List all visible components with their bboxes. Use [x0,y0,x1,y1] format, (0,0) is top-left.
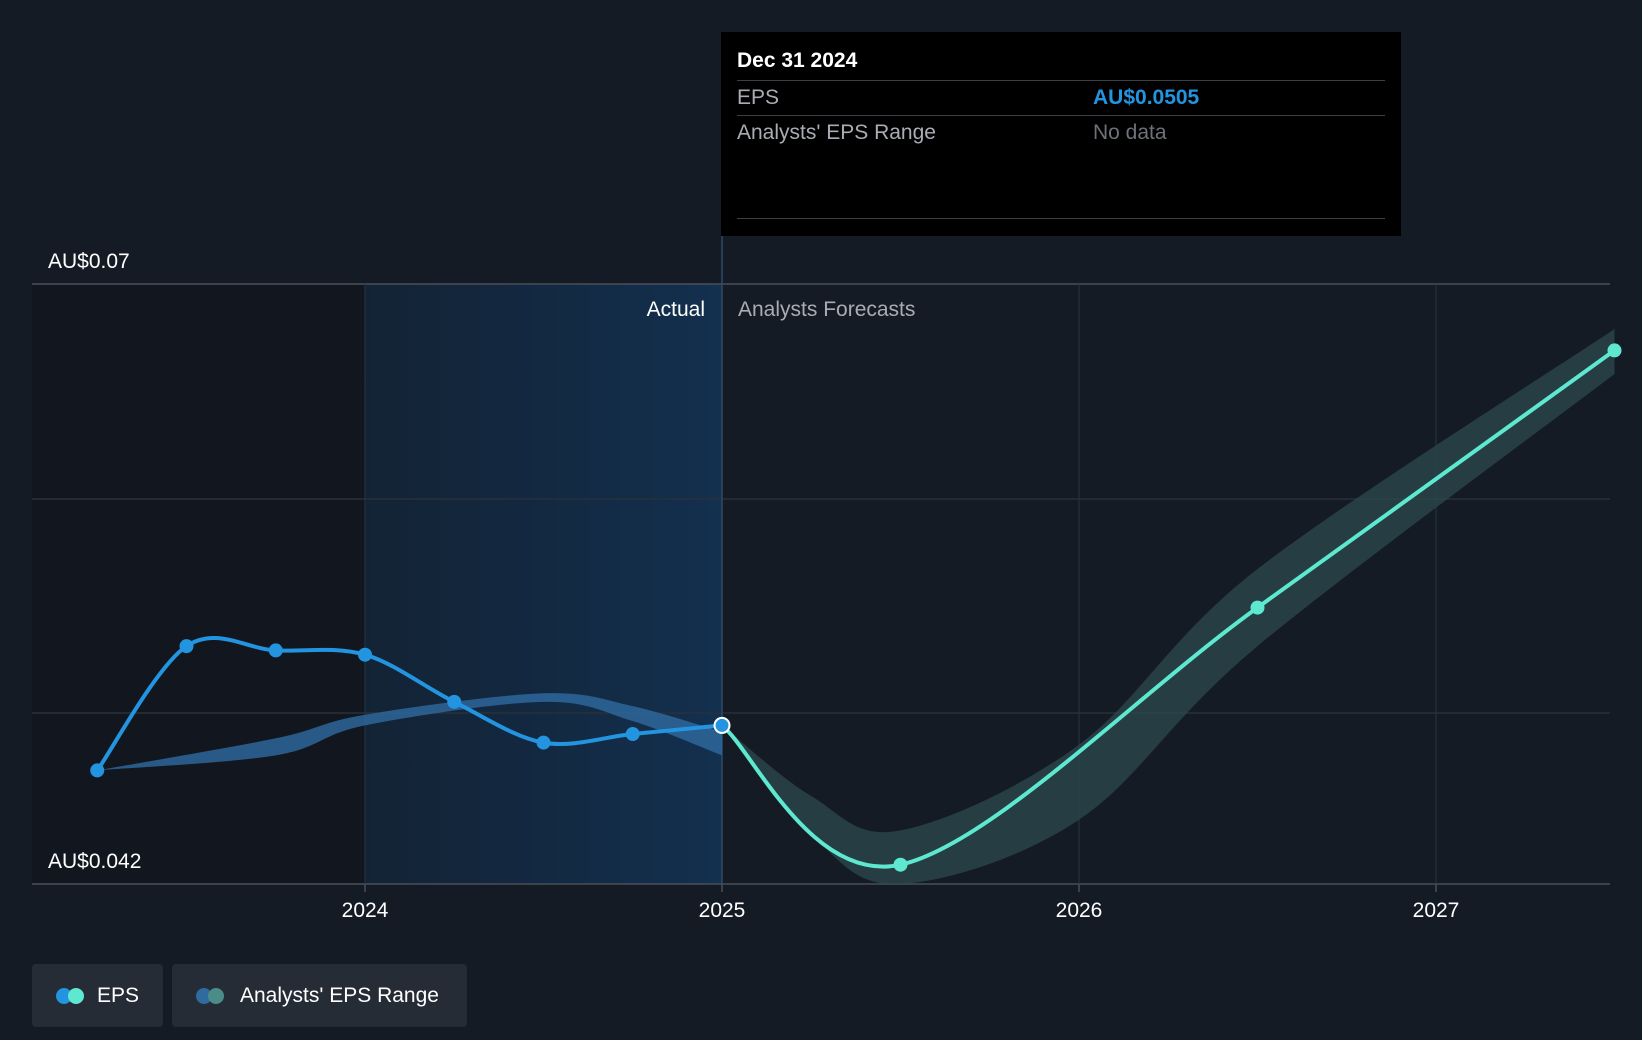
eps-highlight-point [713,716,731,734]
eps-actual-point [268,643,283,658]
legend-eps-label: EPS [96,983,139,1007]
eps-forecast-line [720,348,1617,869]
x-tick-label: 2024 [342,899,389,922]
eps-actual-point [625,727,640,741]
swatch-dot [208,987,224,1004]
eps-forecast-point [1250,600,1265,615]
x-tick-label: 2025 [699,899,746,922]
tooltip: Dec 31 2024 EPS AU$0.0505 Analysts' EPS … [721,32,1401,236]
eps-range-band-past [97,693,723,771]
legend: EPS Analysts' EPS Range [32,964,467,1027]
eps-points [90,343,1622,872]
eps-range-band-forecast [722,329,1615,885]
legend-item-eps[interactable]: EPS [32,964,163,1027]
legend-item-eps-range[interactable]: Analysts' EPS Range [172,964,467,1027]
eps-range-bands [97,329,1615,885]
x-tick-label: 2026 [1056,899,1103,922]
tooltip-date: Dec 31 2024 [737,49,858,72]
tooltip-row-range: Analysts' EPS Range No data [737,115,1385,150]
tooltip-range-value: No data [1093,121,1167,144]
eps-actual-point [536,735,551,750]
eps-actual-point [358,647,372,662]
tooltip-eps-value: AU$0.0505 [1093,86,1200,109]
actual-region-highlight [365,284,722,884]
y-axis-min-label: AU$0.042 [48,850,141,873]
y-axis-max-label: AU$0.07 [48,250,130,273]
eps-forecast-point [893,857,908,872]
eps-actual-point [179,639,194,654]
legend-eps-range-label: Analysts' EPS Range [240,983,439,1007]
x-axis: 2024 2025 2026 2027 [342,884,1460,922]
eps-actual-point [447,694,462,709]
swatch-dot [68,987,84,1004]
forecast-label: Analysts Forecasts [738,298,915,321]
eps-actual-point [90,763,105,778]
eps-range-swatch-icon [196,987,228,1004]
tooltip-eps-label: EPS [737,86,780,109]
eps-swatch-icon [56,987,85,1004]
eps-forecast-point [1607,343,1622,358]
tooltip-row-eps: EPS AU$0.0505 [737,80,1385,115]
tooltip-range-label: Analysts' EPS Range [737,121,936,144]
x-tick-label: 2027 [1413,899,1460,922]
actual-label: Actual [647,298,705,321]
tooltip-divider [737,218,1385,219]
past-shade [32,284,365,884]
